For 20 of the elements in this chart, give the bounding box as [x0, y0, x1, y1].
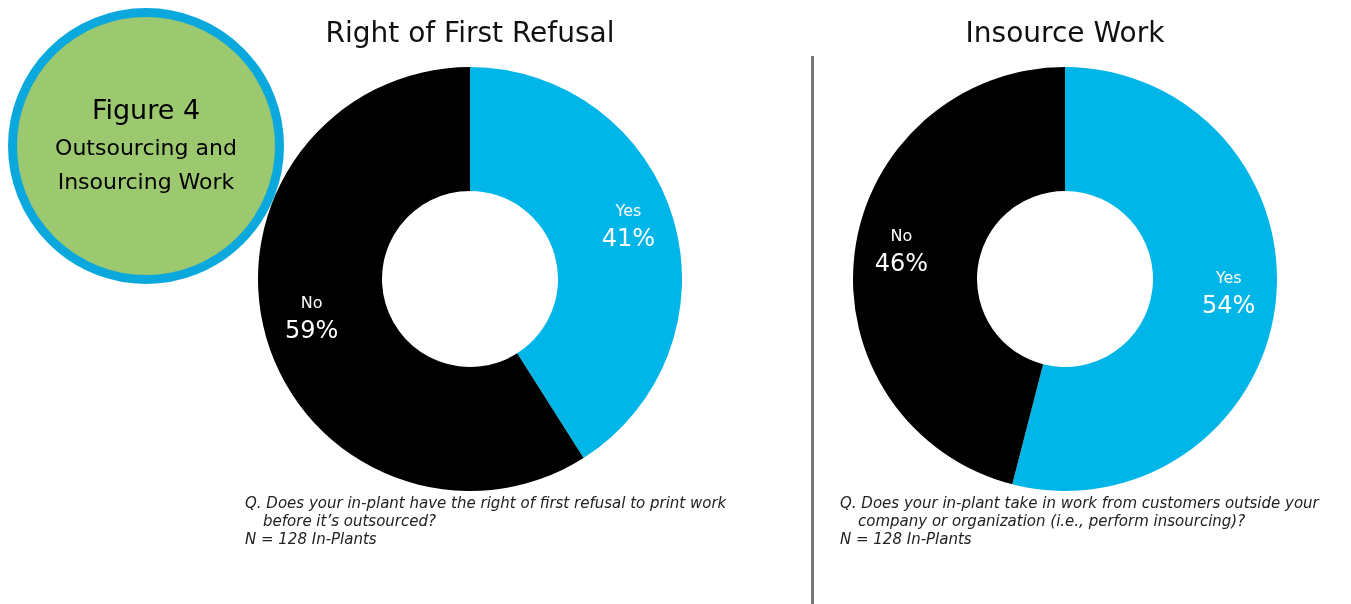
data-label: 59% [284, 316, 339, 345]
donut-slice [853, 67, 1065, 485]
chart-title: Insource Work [965, 16, 1166, 49]
data-label: 46% [874, 249, 928, 278]
text: Q. Does your in-plant take in work from customers outside your company or organization (i.e., perform insourcing)? [840, 494, 1321, 530]
slice-label: Yes [1214, 267, 1242, 287]
slice-label: Yes [614, 200, 642, 220]
donut-slice [258, 67, 584, 491]
slice-label: No [890, 226, 913, 246]
text: Outsourcing and Insourcing Work [54, 133, 238, 196]
data-label: 54% [1202, 290, 1256, 319]
text: Q. Does your in-plant have the right of first refusal to print work before it’s outsourced? [245, 494, 728, 530]
text: N = 128 In-Plants [245, 530, 378, 548]
data-label: 41% [601, 223, 656, 252]
donut-slice [1012, 67, 1277, 491]
text: Figure 4 [91, 93, 201, 125]
text: N = 128 In-Plants [840, 530, 973, 548]
slice-label: No [300, 293, 323, 313]
donut-slice [470, 67, 682, 458]
chart-title: Right of First Refusal [325, 16, 615, 49]
